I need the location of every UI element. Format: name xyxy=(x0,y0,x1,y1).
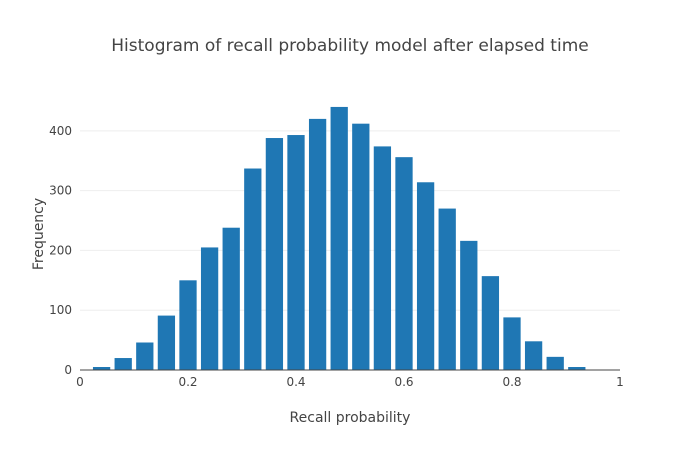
histogram-bar xyxy=(200,247,219,370)
histogram-bar xyxy=(524,341,543,370)
histogram-bar xyxy=(568,367,586,370)
histogram-bar xyxy=(546,356,564,370)
histogram-bar xyxy=(222,227,240,370)
histogram-bar xyxy=(481,276,500,370)
histogram-bar xyxy=(416,182,435,370)
y-tick-label: 400 xyxy=(49,124,72,138)
histogram-bar xyxy=(136,342,154,370)
x-tick-label: 1 xyxy=(616,375,624,389)
x-tick-label: 0.2 xyxy=(178,375,197,389)
x-tick-label: 0 xyxy=(76,375,84,389)
histogram-bar xyxy=(244,168,262,370)
histogram-bar xyxy=(330,106,348,370)
x-tick-label: 0.6 xyxy=(394,375,413,389)
gridlines xyxy=(80,130,620,311)
histogram-bar xyxy=(265,138,284,370)
bars xyxy=(92,106,586,371)
histogram-bar xyxy=(179,280,197,370)
x-tick-label: 0.4 xyxy=(286,375,305,389)
y-tick-label: 100 xyxy=(49,303,72,317)
histogram-bar xyxy=(157,315,176,370)
y-axis-title: Frequency xyxy=(31,198,47,270)
chart-title: Histogram of recall probability model af… xyxy=(111,36,588,56)
y-axis-ticks: 0 100 200 300 400 xyxy=(49,124,72,377)
histogram-bar xyxy=(373,146,392,370)
histogram-bar xyxy=(352,123,370,371)
x-axis-ticks: 0 0.2 0.4 0.6 0.8 1 xyxy=(76,375,624,389)
histogram-bar xyxy=(308,118,327,370)
histogram-bar xyxy=(395,157,413,370)
histogram-bar xyxy=(114,358,132,370)
x-axis-title: Recall probability xyxy=(290,410,411,426)
histogram-bar xyxy=(92,367,111,370)
x-tick-label: 0.8 xyxy=(502,375,521,389)
histogram-bar xyxy=(460,240,478,370)
y-tick-label: 300 xyxy=(49,184,72,198)
histogram-bar xyxy=(503,317,521,370)
y-tick-label: 200 xyxy=(49,243,72,257)
histogram-bar xyxy=(438,208,456,370)
histogram-bar xyxy=(287,135,305,370)
y-tick-label: 0 xyxy=(64,363,72,377)
